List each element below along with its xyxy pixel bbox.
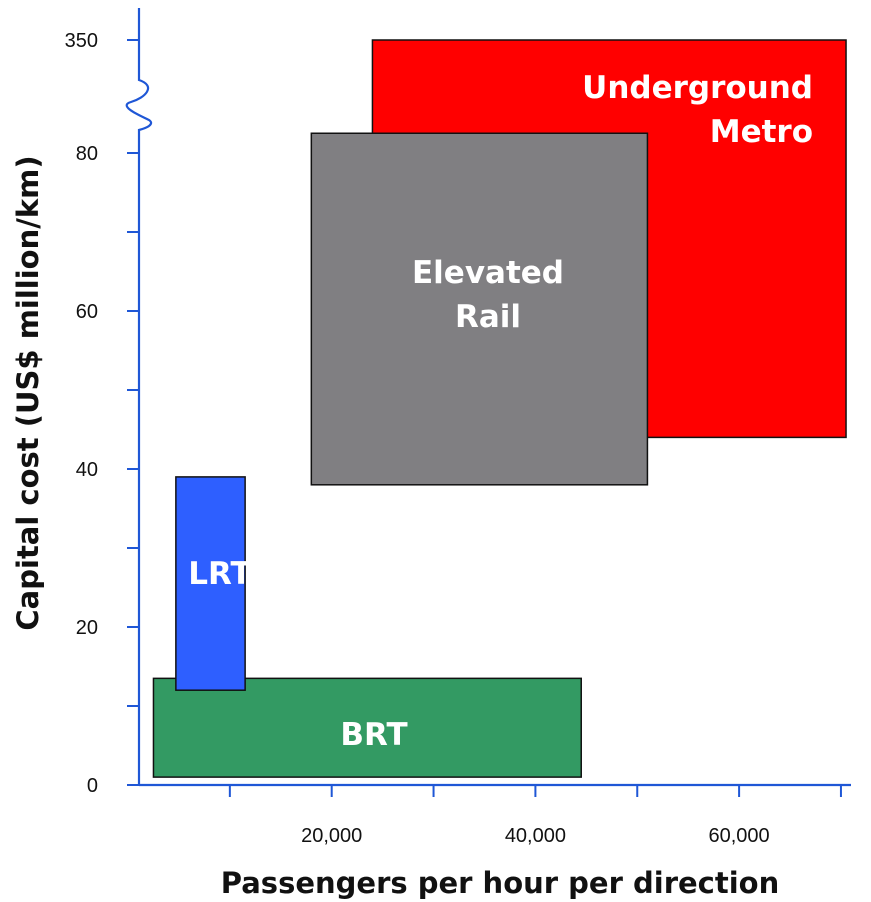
underground-metro-label: Underground Metro [582,70,813,150]
brt-box [152,677,582,778]
x-axis-title: Passengers per hour per direction [221,866,779,900]
y-tick-label: 40 [76,459,98,481]
y-tick-label: 60 [76,301,98,323]
box-labels: Underground Metro Elevated Rail BRT LRT [188,70,813,753]
y-tick-label: 20 [76,617,98,639]
x-tick-label: 20,000 [301,825,362,847]
lrt-box [175,476,246,691]
x-tick-label: 60,000 [709,825,770,847]
y-tick-label: 80 [76,143,98,165]
y-axis-line [125,8,153,785]
lrt-label: LRT [188,556,251,592]
y-axis-title: Capital cost (US$ million/km) [11,155,45,630]
y-tick-label: 0 [87,775,98,797]
elevated-rail-label: Elevated Rail [412,255,564,335]
range-boxes [152,39,847,778]
y-tick-label: 350 [65,30,98,52]
x-tick-label: 40,000 [505,825,566,847]
brt-label: BRT [340,717,407,753]
axes: 0 20 40 60 80 350 20,000 40,000 60,000 [65,8,851,847]
elevated-rail-box [310,132,649,486]
